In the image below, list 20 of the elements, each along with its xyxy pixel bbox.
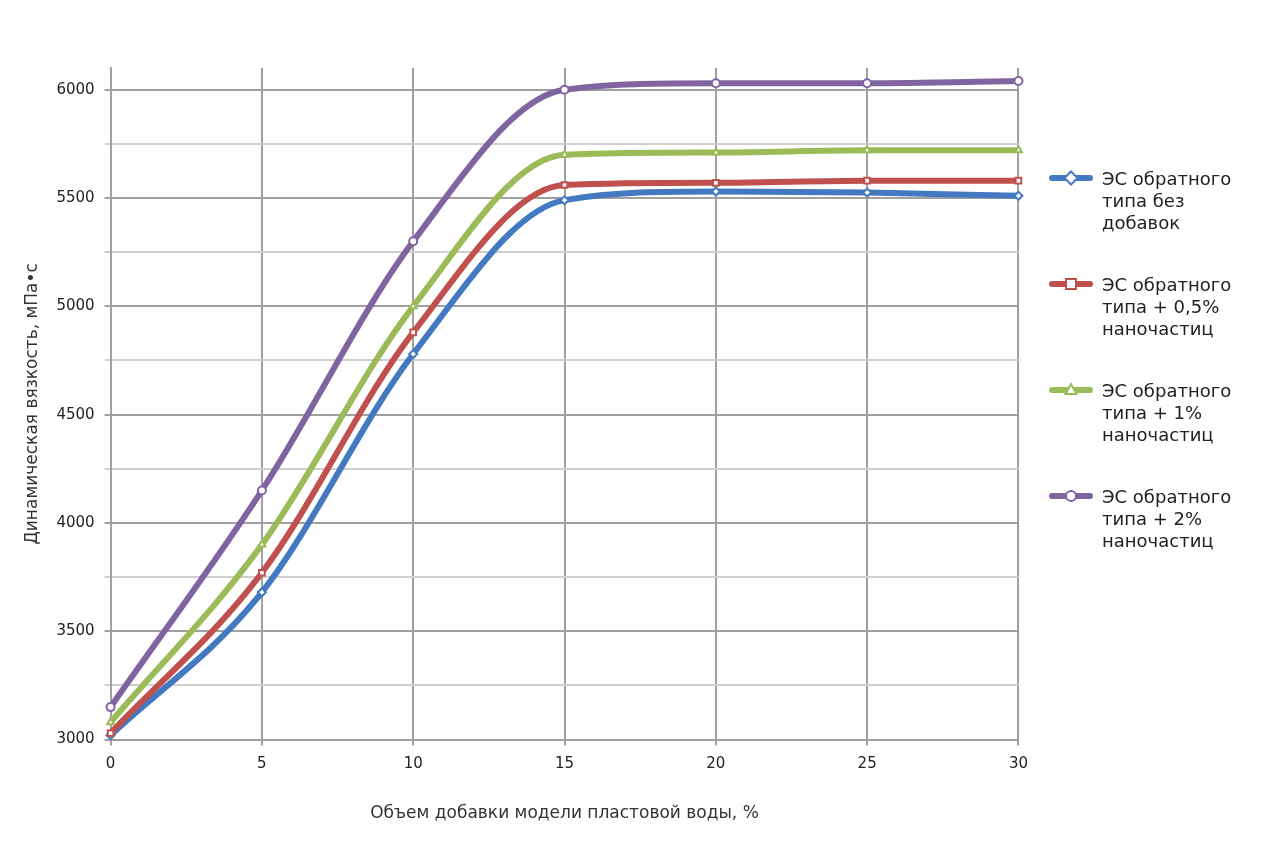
- x-axis-title: Объем добавки модели пластовой воды, %: [370, 802, 759, 823]
- x-tick-label: 20: [706, 754, 726, 773]
- y-tick-label: 3500: [56, 621, 95, 640]
- x-tick-label: 0: [105, 754, 116, 773]
- legend-label: ЭС обратного типа + 1% наночастиц: [1102, 380, 1233, 446]
- x-tick-label: 30: [1008, 754, 1028, 773]
- legend-label: ЭС обратного типа + 2% наночастиц: [1102, 486, 1233, 552]
- y-tick-label: 6000: [56, 79, 95, 98]
- y-tick-label: 4000: [56, 512, 95, 531]
- x-tick-label: 10: [403, 754, 423, 773]
- y-tick-label: 5000: [56, 296, 95, 315]
- x-tick-label: 25: [857, 754, 877, 773]
- legend-label: ЭС обратного типа без добавок: [1102, 168, 1233, 234]
- y-axis-title: Динамическая вязкость, мПа•с: [20, 263, 41, 545]
- x-tick-label: 5: [257, 754, 267, 773]
- y-tick-label: 5500: [56, 187, 95, 206]
- x-tick-label: 15: [554, 754, 575, 773]
- y-tick-label: 3000: [56, 729, 95, 748]
- y-tick-label: 4500: [56, 404, 95, 423]
- legend-label: ЭС обратного типа + 0,5% наночастиц: [1102, 274, 1233, 340]
